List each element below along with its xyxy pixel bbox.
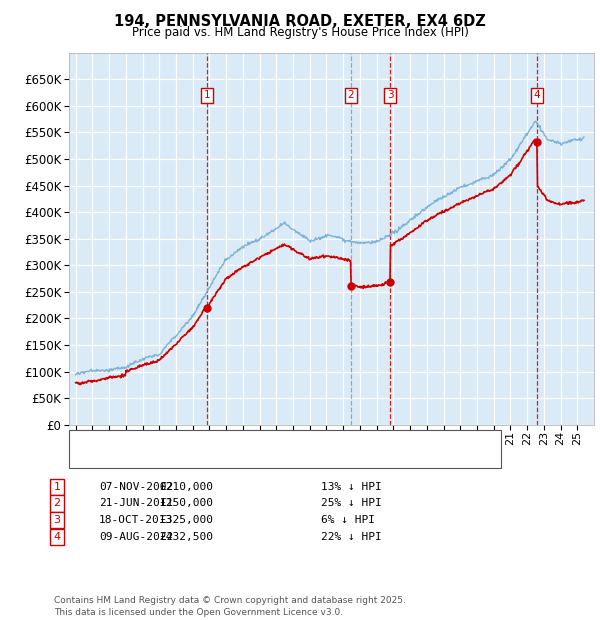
Text: £432,500: £432,500 <box>159 532 213 542</box>
Text: 4: 4 <box>534 91 541 100</box>
Text: £210,000: £210,000 <box>159 482 213 492</box>
Text: 194, PENNSYLVANIA ROAD, EXETER, EX4 6DZ: 194, PENNSYLVANIA ROAD, EXETER, EX4 6DZ <box>114 14 486 29</box>
Text: 09-AUG-2022: 09-AUG-2022 <box>99 532 173 542</box>
Text: 1: 1 <box>204 91 211 100</box>
Text: 22% ↓ HPI: 22% ↓ HPI <box>321 532 382 542</box>
Text: 07-NOV-2002: 07-NOV-2002 <box>99 482 173 492</box>
Text: 2: 2 <box>53 498 61 508</box>
Text: 1: 1 <box>53 482 61 492</box>
Text: Contains HM Land Registry data © Crown copyright and database right 2025.
This d: Contains HM Land Registry data © Crown c… <box>54 596 406 617</box>
Text: HPI: Average price, detached house, Exeter: HPI: Average price, detached house, Exet… <box>108 453 334 463</box>
Text: 194, PENNSYLVANIA ROAD, EXETER, EX4 6DZ (detached house): 194, PENNSYLVANIA ROAD, EXETER, EX4 6DZ … <box>108 435 439 445</box>
Text: 3: 3 <box>53 515 61 525</box>
Text: £325,000: £325,000 <box>159 515 213 525</box>
Text: 25% ↓ HPI: 25% ↓ HPI <box>321 498 382 508</box>
Text: Price paid vs. HM Land Registry's House Price Index (HPI): Price paid vs. HM Land Registry's House … <box>131 26 469 39</box>
Text: 6% ↓ HPI: 6% ↓ HPI <box>321 515 375 525</box>
Text: 3: 3 <box>387 91 394 100</box>
Text: 13% ↓ HPI: 13% ↓ HPI <box>321 482 382 492</box>
Text: 4: 4 <box>53 532 61 542</box>
Text: £250,000: £250,000 <box>159 498 213 508</box>
Text: 21-JUN-2011: 21-JUN-2011 <box>99 498 173 508</box>
Text: 18-OCT-2013: 18-OCT-2013 <box>99 515 173 525</box>
Text: 2: 2 <box>348 91 355 100</box>
